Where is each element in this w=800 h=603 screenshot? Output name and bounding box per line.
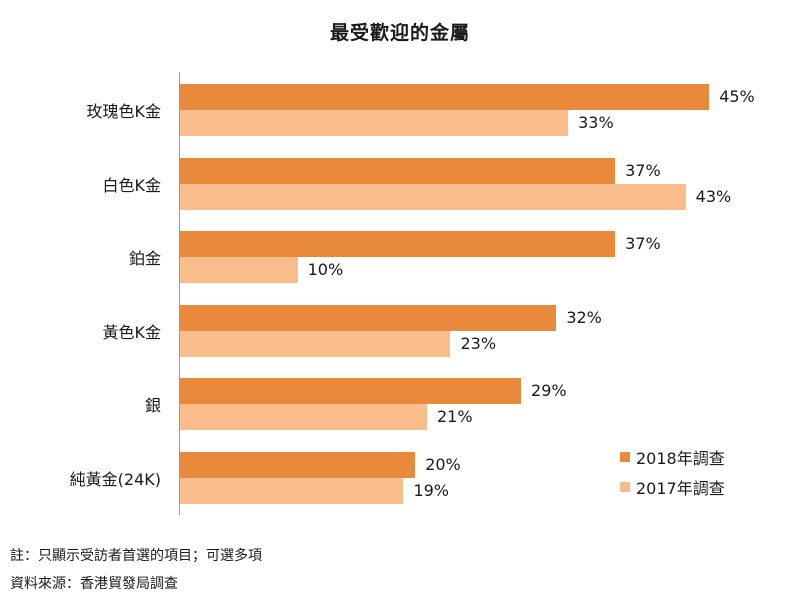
chart-title: 最受歡迎的金屬 bbox=[329, 22, 470, 44]
category-label: 黃色K金 bbox=[102, 322, 162, 342]
category-label: 純黃金(24K) bbox=[69, 470, 161, 489]
y-axis-line bbox=[179, 72, 180, 515]
category-label: 白色K金 bbox=[102, 175, 162, 195]
source-note: 資料來源：香港貿發局調查 bbox=[10, 576, 178, 592]
bar-2017 bbox=[180, 330, 451, 357]
category-label: 銀 bbox=[144, 396, 161, 416]
bar-2018 bbox=[180, 378, 522, 405]
legend-label-2018: 2018年調查 bbox=[636, 449, 725, 468]
value-label: 29% bbox=[531, 381, 567, 401]
bar-2018 bbox=[180, 231, 616, 258]
bar-2017 bbox=[180, 183, 686, 210]
bar-2017 bbox=[180, 404, 427, 431]
value-label: 37% bbox=[625, 160, 661, 180]
bar-2017 bbox=[180, 110, 569, 136]
bar-2017 bbox=[180, 257, 298, 284]
value-label: 20% bbox=[425, 455, 461, 474]
legend: 2018年調查 2017年調查 bbox=[620, 442, 725, 502]
bar-2018 bbox=[180, 304, 557, 331]
bar-2018 bbox=[180, 452, 416, 478]
bar-2018 bbox=[180, 84, 710, 110]
footnote: 註：只顯示受訪者首選的項目；可選多項 bbox=[10, 548, 262, 564]
legend-item-2018: 2018年調查 bbox=[620, 442, 725, 472]
legend-item-2017: 2017年調查 bbox=[620, 472, 725, 502]
bar-2018 bbox=[180, 157, 616, 184]
value-label: 33% bbox=[578, 113, 614, 132]
value-label: 21% bbox=[436, 407, 473, 427]
category-label: 玫瑰色K金 bbox=[86, 102, 162, 121]
legend-label-2017: 2017年調查 bbox=[636, 479, 725, 498]
legend-swatch-2018 bbox=[620, 452, 630, 462]
value-label: 32% bbox=[566, 307, 602, 327]
legend-swatch-2017 bbox=[620, 482, 630, 492]
value-label: 23% bbox=[460, 333, 497, 353]
bar-2017 bbox=[180, 478, 404, 504]
value-label: 10% bbox=[307, 260, 344, 280]
category-label: 鉑金 bbox=[128, 249, 161, 269]
value-label: 43% bbox=[695, 186, 732, 206]
value-label: 37% bbox=[625, 234, 661, 254]
value-label: 45% bbox=[719, 87, 755, 106]
value-label: 19% bbox=[413, 481, 449, 500]
